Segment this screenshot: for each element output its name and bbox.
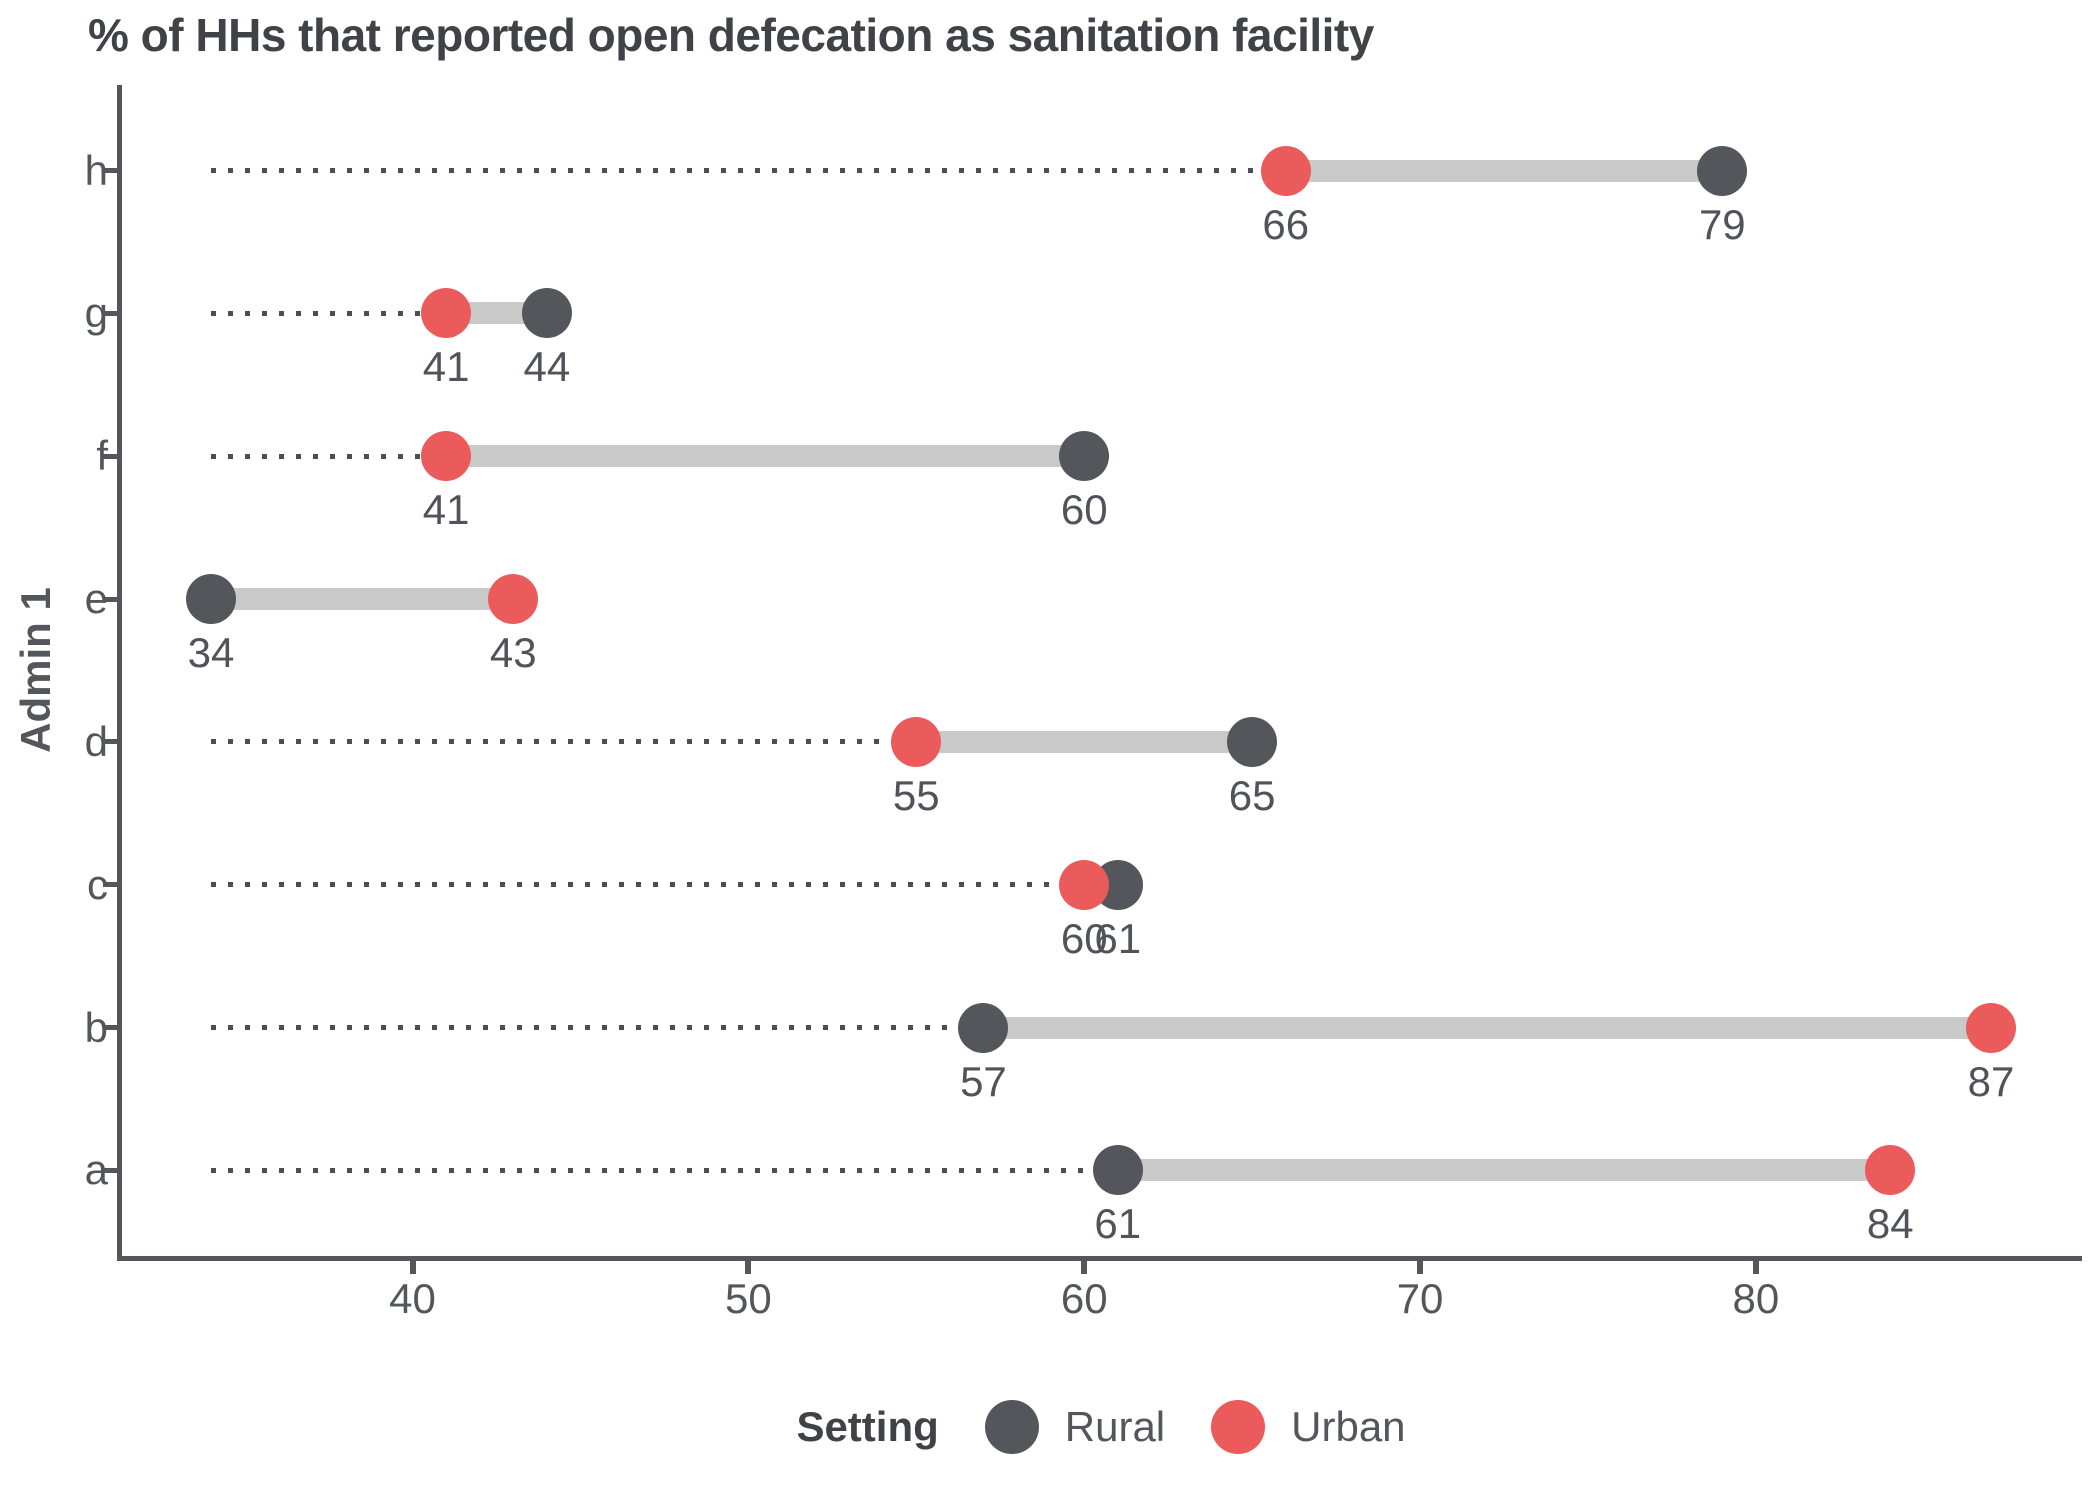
dot-rural-f bbox=[1059, 431, 1110, 482]
leader-line-c bbox=[211, 882, 1063, 888]
y-category-label-a: a bbox=[84, 1146, 108, 1194]
range-bar-d bbox=[916, 730, 1253, 753]
legend-label-rural: Rural bbox=[1064, 1403, 1166, 1450]
dot-urban-e bbox=[488, 574, 539, 625]
value-label-urban-d: 55 bbox=[892, 771, 940, 819]
dot-urban-b bbox=[1966, 1002, 2016, 1053]
leader-line-a bbox=[211, 1167, 1096, 1173]
y-category-label-g: g bbox=[84, 289, 108, 337]
x-tick-label-80: 80 bbox=[1732, 1275, 1780, 1322]
x-tick-label-70: 70 bbox=[1396, 1275, 1444, 1322]
legend-items: Rural Urban bbox=[984, 1400, 1406, 1454]
y-tick-a bbox=[103, 1167, 117, 1173]
value-label-urban-f: 41 bbox=[422, 486, 470, 534]
value-label-urban-c: 60 bbox=[1060, 914, 1108, 962]
dot-rural-a bbox=[1092, 1145, 1143, 1196]
leader-line-f bbox=[211, 453, 425, 459]
x-axis-line bbox=[117, 1256, 2082, 1261]
dot-urban-g bbox=[421, 288, 472, 339]
x-tick-label-40: 40 bbox=[389, 1275, 436, 1322]
value-label-urban-h: 66 bbox=[1262, 200, 1310, 248]
legend-label-urban: Urban bbox=[1291, 1403, 1406, 1450]
y-tick-e bbox=[103, 596, 117, 602]
y-category-label-f: f bbox=[96, 432, 108, 480]
dot-urban-d bbox=[891, 716, 942, 767]
legend-item-urban: Urban bbox=[1211, 1400, 1406, 1454]
dot-rural-b bbox=[958, 1002, 1009, 1053]
value-label-rural-h: 79 bbox=[1698, 200, 1746, 248]
range-bar-b bbox=[983, 1016, 1991, 1039]
leader-line-g bbox=[211, 310, 425, 316]
x-tick-60 bbox=[1081, 1261, 1088, 1274]
dot-rural-d bbox=[1227, 716, 1278, 767]
y-tick-d bbox=[103, 739, 117, 745]
range-bar-h bbox=[1285, 159, 1723, 182]
value-label-rural-a: 61 bbox=[1094, 1200, 1142, 1248]
value-label-urban-b: 87 bbox=[1967, 1057, 2015, 1105]
dot-urban-a bbox=[1865, 1145, 1916, 1196]
y-tick-b bbox=[103, 1025, 117, 1030]
legend-title: Setting bbox=[796, 1403, 939, 1450]
y-tick-h bbox=[103, 168, 117, 174]
x-tick-40 bbox=[409, 1261, 416, 1274]
y-category-label-e: e bbox=[84, 575, 108, 623]
range-bar-e bbox=[211, 588, 514, 611]
x-tick-70 bbox=[1417, 1261, 1424, 1274]
leader-line-b bbox=[211, 1025, 962, 1030]
y-tick-g bbox=[103, 310, 117, 316]
value-label-rural-c: 61 bbox=[1094, 914, 1142, 962]
y-tick-f bbox=[103, 453, 117, 459]
value-label-rural-d: 65 bbox=[1228, 771, 1276, 819]
y-category-label-h: h bbox=[84, 146, 108, 194]
dot-rural-h bbox=[1697, 145, 1748, 196]
dot-urban-h bbox=[1260, 145, 1311, 196]
dot-urban-f bbox=[421, 431, 472, 482]
value-label-rural-e: 34 bbox=[187, 629, 235, 677]
x-tick-label-60: 60 bbox=[1060, 1275, 1108, 1322]
y-category-label-b: b bbox=[84, 1003, 108, 1051]
y-category-label-c: c bbox=[87, 860, 108, 908]
y-axis-line bbox=[117, 85, 122, 1261]
range-bar-f bbox=[446, 445, 1085, 468]
x-tick-80 bbox=[1752, 1261, 1759, 1274]
value-label-rural-g: 44 bbox=[523, 343, 571, 391]
legend-swatch-rural bbox=[984, 1400, 1039, 1454]
x-tick-50 bbox=[745, 1261, 752, 1274]
x-tick-label-50: 50 bbox=[724, 1275, 772, 1322]
y-tick-c bbox=[103, 882, 117, 888]
legend-swatch-urban bbox=[1211, 1400, 1266, 1454]
dot-rural-e bbox=[186, 574, 236, 625]
dot-urban-c bbox=[1059, 859, 1110, 910]
leader-line-d bbox=[211, 739, 895, 745]
range-bar-a bbox=[1117, 1159, 1891, 1182]
value-label-urban-g: 41 bbox=[422, 343, 470, 391]
y-category-label-d: d bbox=[84, 717, 108, 765]
legend-item-rural: Rural bbox=[984, 1400, 1166, 1454]
value-label-rural-b: 57 bbox=[960, 1057, 1007, 1105]
leader-line-h bbox=[211, 168, 1264, 174]
value-label-urban-e: 43 bbox=[489, 629, 537, 677]
value-label-urban-a: 84 bbox=[1866, 1200, 1914, 1248]
value-label-rural-f: 60 bbox=[1060, 486, 1108, 534]
range-bar-g bbox=[446, 302, 547, 325]
chart-title: % of HHs that reported open defecation a… bbox=[88, 9, 1374, 61]
legend: Setting Rural Urban bbox=[122, 1392, 2080, 1462]
dot-rural-g bbox=[521, 288, 572, 339]
